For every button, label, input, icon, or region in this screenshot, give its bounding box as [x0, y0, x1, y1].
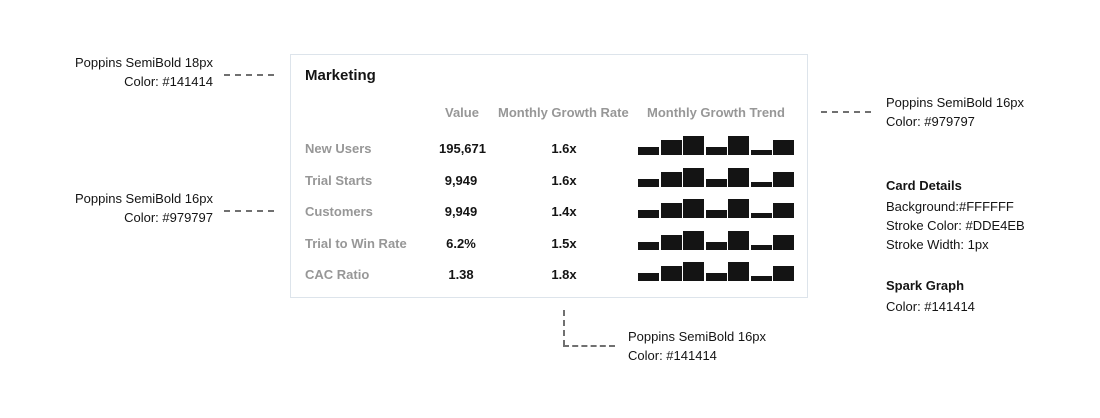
title-font-note-line1: Poppins SemiBold 18px [74, 55, 213, 70]
label-font-note: Poppins SemiBold 16px Color: #979797 [40, 189, 213, 227]
spark-bar [773, 235, 794, 250]
row-growth-rate: 1.5x [551, 236, 577, 251]
label-font-note-line1: Poppins SemiBold 16px [74, 191, 213, 206]
title-font-connector [224, 74, 274, 76]
row-label: Trial Starts [305, 173, 373, 188]
title-font-note-line2: Color: #141414 [124, 74, 213, 89]
spark-bar [705, 210, 727, 218]
spark-graph [638, 198, 794, 218]
spark-bar [773, 266, 794, 281]
spark-bar [705, 147, 727, 155]
row-value: 195,671 [439, 141, 486, 156]
spark-graph-note: Spark Graph Color: #141414 [886, 276, 1086, 316]
row-value: 9,949 [444, 204, 478, 219]
spark-bar [660, 235, 682, 250]
spark-bar [750, 245, 772, 250]
spark-bar [750, 213, 772, 218]
spark-bar [750, 150, 772, 155]
header-font-note-line2: Color: #979797 [886, 114, 975, 129]
value-font-note: Poppins SemiBold 16px Color: #141414 [628, 327, 828, 365]
row-label: Customers [305, 204, 373, 219]
value-font-note-line2: Color: #141414 [628, 348, 717, 363]
spark-bar [660, 140, 682, 155]
spark-bar [683, 168, 704, 187]
spark-bar [638, 242, 659, 250]
header-font-connector [821, 111, 871, 113]
marketing-card: Marketing Value Monthly Growth Rate Mont… [290, 54, 808, 298]
spark-bar [638, 210, 659, 218]
spark-bar [728, 262, 749, 281]
card-details-background: Background:#FFFFFF [886, 199, 1014, 214]
spark-bar [728, 231, 749, 250]
spark-bar [728, 136, 749, 155]
row-value: 6.2% [446, 236, 476, 251]
spark-bar [683, 231, 704, 250]
value-font-note-line1: Poppins SemiBold 16px [628, 329, 767, 344]
spark-bar [660, 203, 682, 218]
row-label: CAC Ratio [305, 267, 370, 282]
table-row: Trial Starts 9,949 1.6x [291, 167, 807, 197]
card-details-note: Card Details Background:#FFFFFF Stroke C… [886, 176, 1086, 254]
table-row: CAC Ratio 1.38 1.8x [291, 261, 807, 291]
spark-bar [728, 168, 749, 187]
spark-bar [728, 199, 749, 218]
spark-bar [638, 179, 659, 187]
spark-bar [638, 147, 659, 155]
title-font-note: Poppins SemiBold 18px Color: #141414 [40, 53, 213, 91]
spark-bar [683, 136, 704, 155]
spark-graph-heading: Spark Graph [886, 278, 965, 293]
spark-bar [705, 242, 727, 250]
card-details-stroke-width: Stroke Width: 1px [886, 237, 989, 252]
value-font-connector-vertical [563, 310, 565, 346]
card-details-stroke-color: Stroke Color: #DDE4EB [886, 218, 1025, 233]
spark-graph [638, 167, 794, 187]
column-header-growth-rate: Monthly Growth Rate [498, 105, 629, 120]
spark-bar [660, 266, 682, 281]
spark-bar [750, 276, 772, 281]
spark-bar [773, 172, 794, 187]
label-font-note-line2: Color: #979797 [124, 210, 213, 225]
label-font-connector [224, 210, 274, 212]
spark-graph-color: Color: #141414 [886, 299, 975, 314]
row-growth-rate: 1.6x [551, 173, 577, 188]
row-label: Trial to Win Rate [305, 236, 407, 251]
card-details-heading: Card Details [886, 178, 962, 193]
spark-bar [773, 140, 794, 155]
row-growth-rate: 1.4x [551, 204, 577, 219]
spark-bar [683, 199, 704, 218]
column-header-growth-trend: Monthly Growth Trend [647, 105, 785, 120]
header-font-note-line1: Poppins SemiBold 16px [886, 95, 1025, 110]
row-value: 9,949 [444, 173, 478, 188]
header-font-note: Poppins SemiBold 16px Color: #979797 [886, 93, 1086, 131]
row-growth-rate: 1.6x [551, 141, 577, 156]
table-row: Trial to Win Rate 6.2% 1.5x [291, 230, 807, 260]
spark-graph [638, 230, 794, 250]
card-title: Marketing [305, 67, 376, 84]
spark-bar [660, 172, 682, 187]
spark-bar [750, 182, 772, 187]
row-value: 1.38 [448, 267, 474, 282]
column-header-value: Value [445, 105, 479, 120]
spark-bar [683, 262, 704, 281]
spark-bar [638, 273, 659, 281]
spark-graph [638, 261, 794, 281]
table-row: Customers 9,949 1.4x [291, 198, 807, 228]
spark-bar [705, 179, 727, 187]
table-row: New Users 195,671 1.6x [291, 135, 807, 165]
row-label: New Users [305, 141, 372, 156]
spark-graph [638, 135, 794, 155]
row-growth-rate: 1.8x [551, 267, 577, 282]
spark-bar [705, 273, 727, 281]
spark-bar [773, 203, 794, 218]
value-font-connector-horizontal [563, 345, 615, 347]
